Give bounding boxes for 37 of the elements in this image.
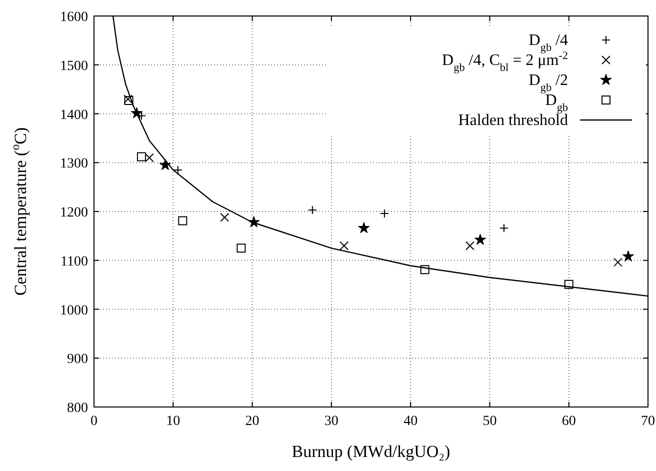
y-tick-label: 1200 (60, 206, 88, 220)
x-tick-label: 20 (245, 414, 260, 429)
x-tick-label: 10 (166, 414, 180, 429)
point (236, 244, 246, 253)
x-axis-title: Burnup (MWd/kgUO₂) (292, 442, 450, 461)
x-tick-label: 0 (90, 414, 98, 429)
point (358, 222, 370, 234)
x-tick-label: 70 (641, 414, 655, 429)
point (136, 152, 146, 162)
point (622, 250, 634, 262)
point (564, 280, 574, 289)
y-tick-label: 800 (67, 401, 88, 416)
point (420, 265, 430, 274)
y-tick-label: 1600 (60, 10, 88, 25)
x-tick-label: 60 (562, 414, 576, 429)
x-tick-label: 40 (404, 414, 418, 429)
point (465, 241, 474, 250)
legend-label: D$_{gb}$ (545, 92, 568, 114)
point (474, 234, 486, 245)
y-tick-label: 1400 (60, 108, 88, 123)
point (248, 216, 260, 228)
point (178, 216, 188, 226)
point (144, 153, 154, 162)
legend-label: Halden threshold (458, 112, 568, 129)
y-tick-label: 1300 (60, 156, 88, 172)
legend-label: D$_{gb}$ /2 (528, 72, 568, 94)
point (220, 212, 230, 222)
point (130, 107, 143, 118)
x-tick-label: 30 (324, 414, 338, 429)
y-tick-label: 1000 (60, 303, 88, 318)
y-tick-label: 900 (67, 352, 88, 368)
point (159, 158, 172, 170)
y-tick-label: 1100 (60, 254, 88, 270)
y-tick-label: 1500 (60, 58, 88, 74)
point (613, 258, 622, 267)
point (340, 241, 349, 250)
x-tick-label: 50 (482, 414, 497, 429)
